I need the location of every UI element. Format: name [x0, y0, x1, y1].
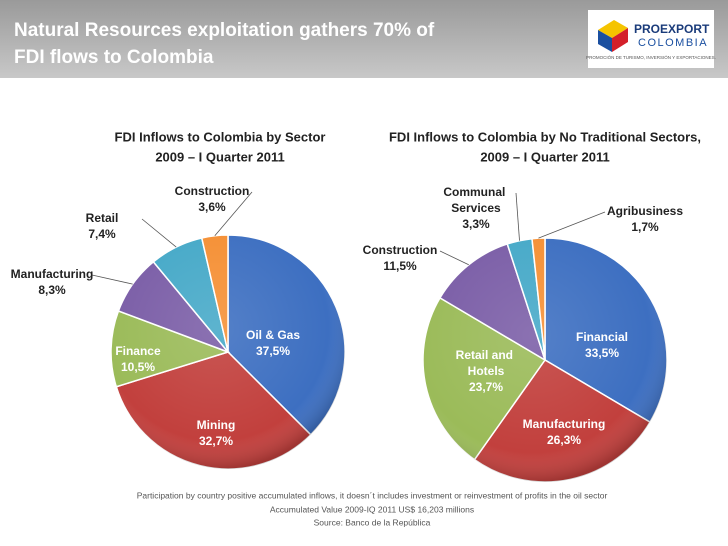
logo-country: COLOMBIA: [638, 37, 708, 49]
slice-category: Manufacturing: [523, 417, 606, 431]
chart-title: FDI Inflows to Colombia by No Traditiona…: [389, 129, 701, 144]
slice-value: 37,5%: [256, 344, 290, 358]
slice-category: Retail: [86, 211, 119, 225]
logo-cube: [612, 28, 628, 52]
slice-value: 10,5%: [121, 360, 155, 374]
footnote: Source: Banco de la República: [314, 517, 431, 527]
leader-line: [538, 211, 606, 239]
leader-line: [439, 250, 469, 266]
slice-category: Finance: [115, 344, 161, 358]
chart-title: FDI Inflows to Colombia by Sector: [115, 129, 326, 144]
slice-value: 33,5%: [585, 346, 619, 360]
leader-line: [91, 274, 133, 285]
slice-category: Oil & Gas: [246, 328, 300, 342]
slice-category: Agribusiness: [607, 204, 683, 218]
slice-value: 11,5%: [383, 259, 417, 273]
leader-line: [214, 191, 253, 237]
slice-value: 1,7%: [631, 220, 659, 234]
footnote: Participation by country positive accumu…: [137, 490, 608, 500]
slice-category: Retail and Hotels: [456, 348, 517, 378]
slide-title: Natural Resources exploitation gathers 7…: [14, 20, 435, 41]
logo-cube: [598, 30, 612, 52]
logo-name: PROEXPORT: [634, 22, 710, 36]
footnote: Accumulated Value 2009-IQ 2011 US$ 16,20…: [270, 504, 474, 514]
chart-subtitle: 2009 – I Quarter 2011: [155, 149, 284, 164]
slice-value: 8,3%: [38, 283, 66, 297]
logo-cube: [598, 20, 628, 38]
chart-subtitle: 2009 – I Quarter 2011: [480, 149, 609, 164]
slice-category: Mining: [197, 418, 236, 432]
slice-value: 32,7%: [199, 434, 233, 448]
slice-value: 7,4%: [88, 227, 116, 241]
slice-category: Manufacturing: [11, 267, 94, 281]
slice-category: Construction: [175, 184, 250, 198]
slide-title: FDI flows to Colombia: [14, 47, 214, 68]
leader-line: [141, 218, 177, 248]
slice-value: 3,6%: [198, 200, 226, 214]
logo-tagline: PROMOCIÓN DE TURISMO, INVERSIÓN Y EXPORT…: [586, 54, 716, 60]
leader-line: [515, 192, 520, 241]
slice-category: Communal Services: [443, 185, 508, 215]
slice-category: Financial: [576, 330, 628, 344]
slice-value: 3,3%: [462, 217, 490, 231]
slice-category: Construction: [363, 243, 438, 257]
slice-value: 23,7%: [469, 380, 503, 394]
logo: PROEXPORT COLOMBIA PROMOCIÓN DE TURISMO,…: [586, 10, 716, 68]
slice-value: 26,3%: [547, 433, 581, 447]
